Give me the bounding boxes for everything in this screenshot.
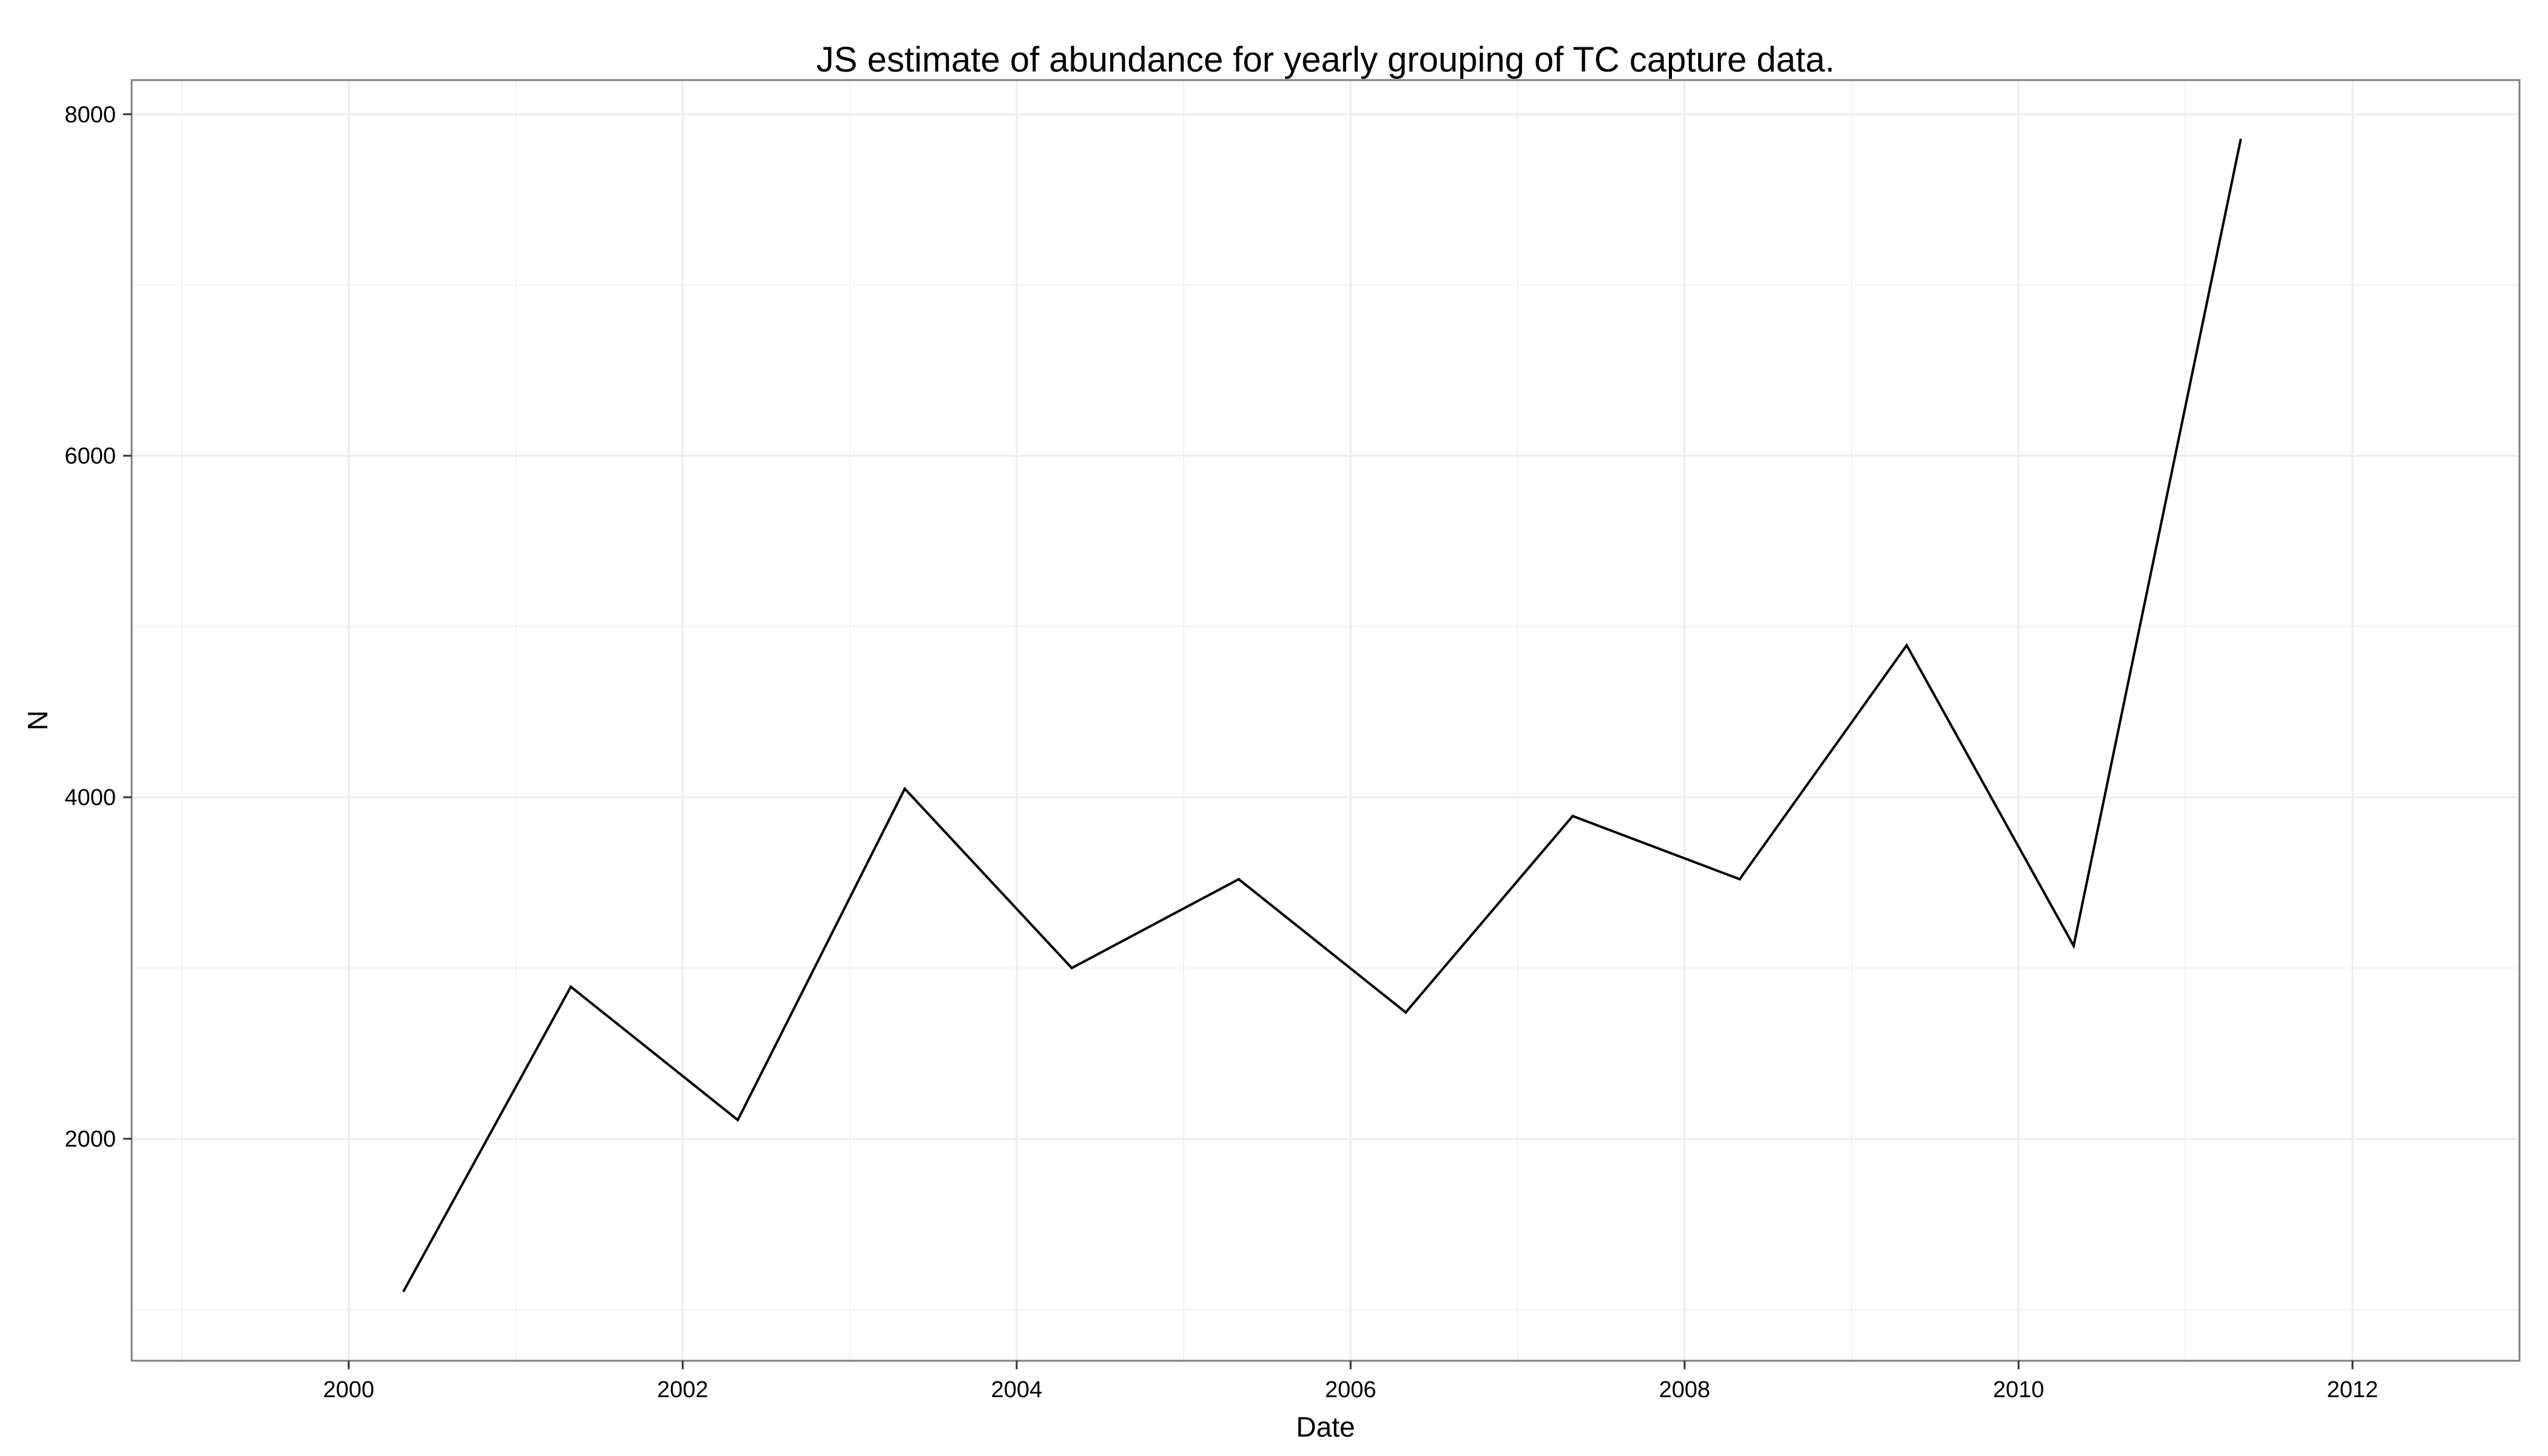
data-point [569,985,572,988]
x-tick-label: 2000 [323,1377,375,1403]
data-point [2072,945,2075,948]
data-point [1738,878,1741,881]
y-tick-label: 8000 [64,102,116,127]
data-point [2239,138,2242,141]
x-axis-title: Date [1296,1411,1355,1443]
data-point [1237,878,1240,881]
chart-title: JS estimate of abundance for yearly grou… [817,40,1835,79]
data-point [1571,815,1574,818]
data-point [903,787,906,790]
x-tick-label: 2010 [1993,1377,2044,1403]
plot-panel-border [130,79,2521,1362]
x-tick-label: 2008 [1659,1377,1711,1403]
x-tick-label: 2006 [1325,1377,1377,1403]
grid-minor [132,80,2520,1361]
series-line [402,140,2242,1292]
data-point [1905,644,1908,647]
data-point [1070,966,1073,969]
series-layer [402,138,2242,1292]
x-tick-label: 2004 [991,1377,1043,1403]
x-tick-label: 2002 [657,1377,709,1403]
grid-major [132,80,2519,1361]
y-tick-label: 6000 [64,443,116,469]
y-tick-label: 4000 [64,785,116,811]
data-point [402,1289,405,1292]
y-tick-label: 2000 [64,1127,116,1152]
y-axis-title: N [22,710,53,730]
x-tick-label: 2012 [2327,1377,2378,1403]
data-point [1404,1011,1407,1014]
y-axis: 2000 4000 6000 8000 [64,102,132,1152]
data-point [736,1119,740,1122]
x-axis: 2000 2002 2004 2006 2008 2010 2012 [323,1361,2378,1403]
